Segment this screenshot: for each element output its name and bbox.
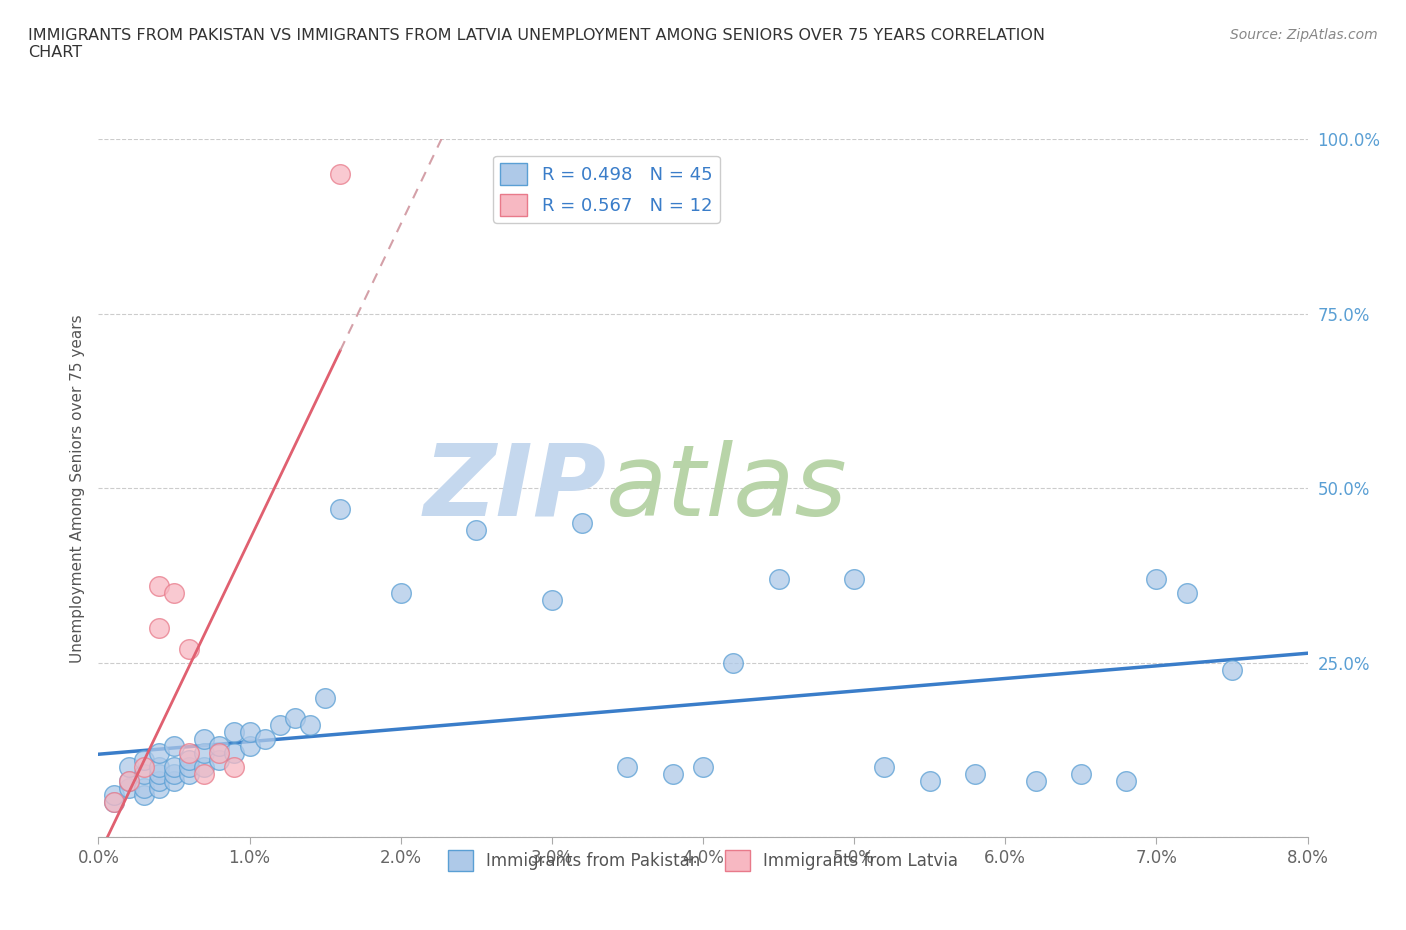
- Point: [616, 760, 638, 775]
- Point: [253, 732, 276, 747]
- Point: [163, 760, 186, 775]
- Point: [208, 738, 231, 753]
- Point: [118, 781, 141, 796]
- Point: [1115, 774, 1137, 789]
- Point: [965, 766, 987, 781]
- Point: [148, 620, 170, 635]
- Point: [118, 760, 141, 775]
- Point: [314, 690, 336, 705]
- Text: atlas: atlas: [606, 440, 848, 537]
- Point: [329, 167, 352, 182]
- Point: [163, 766, 186, 781]
- Text: IMMIGRANTS FROM PAKISTAN VS IMMIGRANTS FROM LATVIA UNEMPLOYMENT AMONG SENIORS OV: IMMIGRANTS FROM PAKISTAN VS IMMIGRANTS F…: [28, 28, 1045, 60]
- Point: [148, 760, 170, 775]
- Point: [224, 760, 246, 775]
- Point: [299, 718, 322, 733]
- Point: [148, 774, 170, 789]
- Point: [193, 766, 215, 781]
- Point: [224, 746, 246, 761]
- Point: [224, 725, 246, 740]
- Point: [163, 586, 186, 601]
- Point: [1025, 774, 1047, 789]
- Point: [284, 711, 307, 725]
- Point: [239, 725, 262, 740]
- Point: [661, 766, 683, 781]
- Point: [1220, 662, 1243, 677]
- Point: [179, 766, 201, 781]
- Point: [465, 523, 488, 538]
- Point: [723, 656, 745, 671]
- Point: [571, 515, 593, 530]
- Text: ZIP: ZIP: [423, 440, 606, 537]
- Point: [269, 718, 291, 733]
- Point: [132, 788, 155, 803]
- Point: [132, 781, 155, 796]
- Point: [118, 774, 141, 789]
- Point: [1175, 586, 1198, 601]
- Point: [844, 571, 866, 587]
- Point: [132, 760, 155, 775]
- Point: [193, 746, 215, 761]
- Point: [163, 738, 186, 753]
- Y-axis label: Unemployment Among Seniors over 75 years: Unemployment Among Seniors over 75 years: [69, 314, 84, 662]
- Point: [148, 578, 170, 593]
- Point: [193, 732, 215, 747]
- Point: [148, 766, 170, 781]
- Point: [239, 738, 262, 753]
- Point: [873, 760, 896, 775]
- Text: Source: ZipAtlas.com: Source: ZipAtlas.com: [1230, 28, 1378, 42]
- Point: [163, 774, 186, 789]
- Point: [208, 746, 231, 761]
- Point: [389, 586, 412, 601]
- Point: [1146, 571, 1168, 587]
- Point: [132, 753, 155, 768]
- Point: [692, 760, 714, 775]
- Point: [918, 774, 941, 789]
- Point: [179, 642, 201, 657]
- Point: [179, 746, 201, 761]
- Point: [103, 794, 125, 809]
- Point: [179, 753, 201, 768]
- Point: [132, 766, 155, 781]
- Point: [1070, 766, 1092, 781]
- Point: [208, 753, 231, 768]
- Point: [179, 760, 201, 775]
- Point: [540, 592, 562, 607]
- Point: [768, 571, 790, 587]
- Point: [103, 794, 125, 809]
- Point: [193, 760, 215, 775]
- Point: [329, 502, 352, 517]
- Point: [148, 781, 170, 796]
- Legend: Immigrants from Pakistan, Immigrants from Latvia: Immigrants from Pakistan, Immigrants fro…: [441, 844, 965, 878]
- Point: [103, 788, 125, 803]
- Point: [148, 746, 170, 761]
- Point: [118, 774, 141, 789]
